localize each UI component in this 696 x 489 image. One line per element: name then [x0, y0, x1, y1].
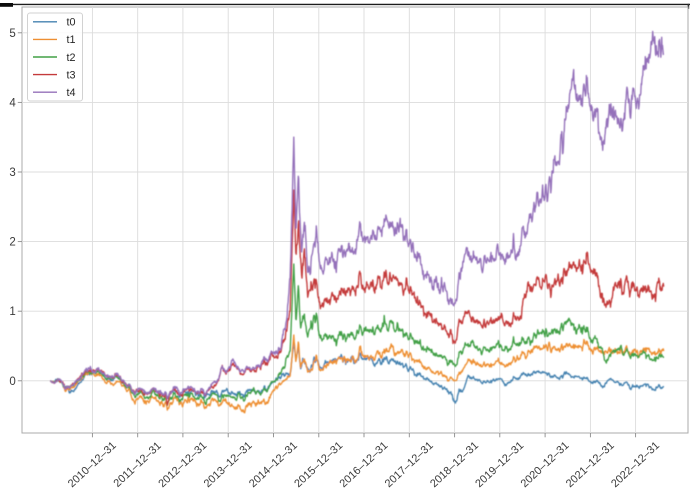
- svg-text:t1: t1: [67, 34, 76, 46]
- svg-text:t2: t2: [67, 52, 76, 64]
- svg-text:4: 4: [9, 97, 16, 109]
- svg-text:t0: t0: [67, 17, 76, 29]
- svg-text:0: 0: [9, 376, 15, 388]
- svg-text:t3: t3: [67, 69, 76, 81]
- svg-text:3: 3: [9, 167, 15, 179]
- svg-text:1: 1: [9, 306, 15, 318]
- svg-text:2: 2: [9, 237, 15, 249]
- svg-text:t4: t4: [67, 87, 76, 99]
- svg-text:5: 5: [9, 28, 15, 40]
